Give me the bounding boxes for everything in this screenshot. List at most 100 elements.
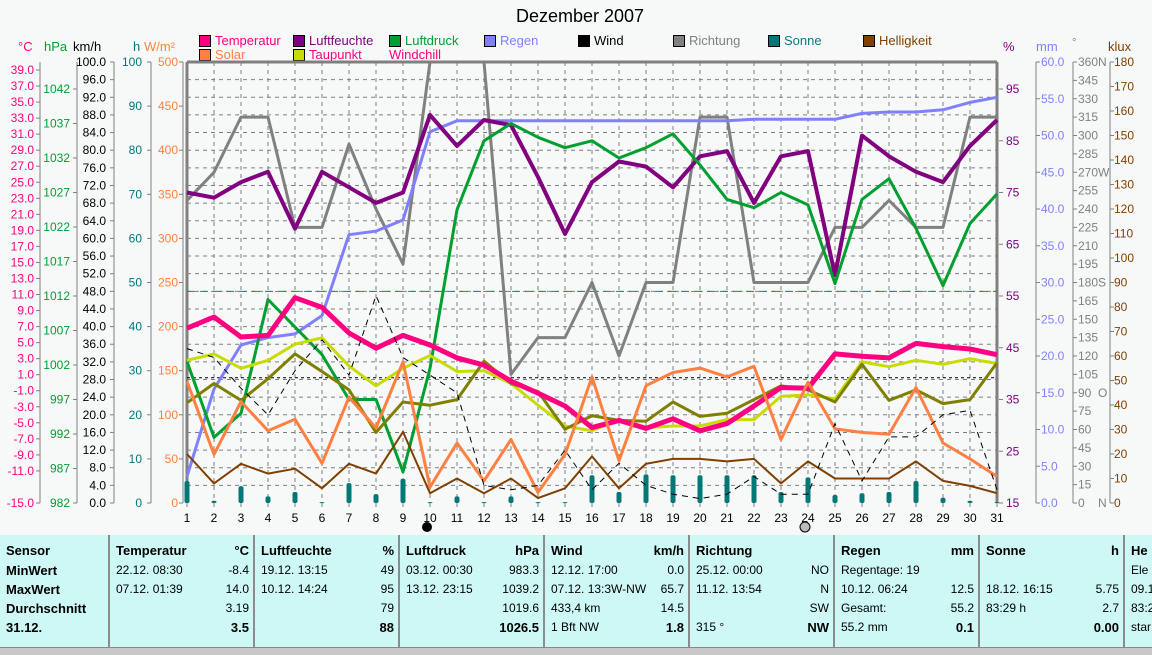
temp-tick-label: -11.0 xyxy=(8,464,35,478)
cell-label: 25.12. 00:00 xyxy=(696,563,763,577)
sun-tick-label: 20 xyxy=(129,408,143,422)
pressure-tick-label: 1012 xyxy=(43,289,70,303)
cell-label: Ele xyxy=(1131,563,1148,577)
sun-bar xyxy=(995,502,1000,503)
temp-unit-label: °C xyxy=(18,39,33,54)
light-tick-label: 150 xyxy=(1114,129,1134,143)
wind-tick-label: 52.0 xyxy=(83,267,107,281)
rain-tick-label: 30.0 xyxy=(1041,276,1065,290)
cell-value: -8.4 xyxy=(228,563,249,577)
table-row: 31.12. xyxy=(6,620,102,638)
cell-label: 09.1 xyxy=(1131,582,1152,596)
cell-label: 433,4 km xyxy=(551,601,600,615)
table-row: 3.5 xyxy=(116,620,249,638)
x-tick-label: 1 xyxy=(184,511,191,525)
wind-tick-label: 20.0 xyxy=(83,408,107,422)
temp-tick-label: 31.0 xyxy=(11,127,35,141)
sun-tick-label: 60 xyxy=(129,231,143,245)
pressure-tick-label: 987 xyxy=(50,462,70,476)
x-tick-label: 2 xyxy=(211,511,218,525)
sun-tick-label: 10 xyxy=(129,452,143,466)
wind-tick-label: 64.0 xyxy=(83,214,107,228)
direction-tick-label: 210 xyxy=(1078,239,1098,253)
solar-tick-label: 300 xyxy=(158,231,178,245)
cell-value: 0.00 xyxy=(1094,620,1119,635)
cell-value: 5.75 xyxy=(1096,582,1119,596)
rain-tick-label: 25.0 xyxy=(1041,312,1065,326)
cell-value: 14.0 xyxy=(226,582,249,596)
table-row: 1019.6 xyxy=(406,601,539,619)
sun-bar xyxy=(266,496,271,503)
x-tick-label: 5 xyxy=(292,511,299,525)
sun-bar xyxy=(401,479,406,503)
table-row: 0.00 xyxy=(986,620,1119,638)
sun-bar xyxy=(347,483,352,503)
cell-label: 31.12. xyxy=(6,620,42,635)
full-moon-icon xyxy=(800,522,810,532)
sun-bar xyxy=(509,496,514,503)
direction-tick-label: 150 xyxy=(1078,312,1098,326)
temp-tick-label: 5.0 xyxy=(17,336,34,350)
light-tick-label: 160 xyxy=(1114,104,1134,118)
pressure-tick-label: 1037 xyxy=(43,117,70,131)
cell-label: MaxWert xyxy=(6,582,60,597)
sun-bar xyxy=(806,477,811,503)
cell-label: 22.12. 08:30 xyxy=(116,563,183,577)
sun-bar xyxy=(320,502,325,503)
cell-value: NO xyxy=(811,563,829,577)
sun-bar xyxy=(941,498,946,503)
pressure-tick-label: 1042 xyxy=(43,82,70,96)
solar-unit-label: W/m² xyxy=(144,39,176,54)
table-row xyxy=(986,563,1119,581)
solar-tick-label: 500 xyxy=(158,55,178,69)
wind-tick-label: 88.0 xyxy=(83,108,107,122)
temp-tick-label: 11.0 xyxy=(12,288,35,302)
cell-label: 83:29 h xyxy=(986,601,1026,615)
table-row: 83:2 xyxy=(1131,601,1152,619)
x-tick-label: 16 xyxy=(585,511,599,525)
direction-tick-label: 195 xyxy=(1078,257,1098,271)
sun-bar xyxy=(428,502,433,503)
rain-unit-label: mm xyxy=(1036,39,1058,54)
sun-bar xyxy=(563,502,568,503)
direction-tick-label: 360 xyxy=(1078,55,1098,69)
x-tick-label: 29 xyxy=(936,511,950,525)
table-row: 18.12. 16:15 5.75 xyxy=(986,582,1119,600)
temp-tick-label: 13.0 xyxy=(11,271,35,285)
cell-label: Gesamt: xyxy=(841,601,886,615)
temp-tick-label: -9.0 xyxy=(13,448,34,462)
x-tick-label: 30 xyxy=(963,511,977,525)
x-tick-label: 28 xyxy=(909,511,923,525)
light-tick-label: 80 xyxy=(1114,300,1128,314)
sun-tick-label: 50 xyxy=(129,276,143,290)
x-tick-label: 11 xyxy=(451,511,464,525)
cell-label: 13.12. 23:15 xyxy=(406,582,473,596)
column-unit: % xyxy=(382,543,394,558)
sun-bar xyxy=(482,502,487,503)
cell-value: 14.5 xyxy=(661,601,684,615)
direction-tick-label: 90 xyxy=(1078,386,1092,400)
temp-tick-label: 3.0 xyxy=(17,352,34,366)
wind-tick-label: 4.0 xyxy=(89,478,106,492)
temp-tick-label: 27.0 xyxy=(11,159,35,173)
column-header: Richtung xyxy=(696,543,752,558)
pressure-unit-label: hPa xyxy=(44,39,68,54)
x-tick-label: 23 xyxy=(774,511,788,525)
sun-bar xyxy=(617,492,622,503)
sun-tick-label: 30 xyxy=(129,364,143,378)
rain-tick-label: 20.0 xyxy=(1041,349,1065,363)
wind-tick-label: 28.0 xyxy=(83,373,107,387)
wind-tick-label: 72.0 xyxy=(83,178,107,192)
wind-tick-label: 96.0 xyxy=(83,73,107,87)
cell-value: 1.8 xyxy=(666,620,684,635)
direction-tick-label: 285 xyxy=(1078,147,1098,161)
table-row: MaxWert xyxy=(6,582,102,600)
cell-value: 2.7 xyxy=(1102,601,1119,615)
solar-tick-label: 250 xyxy=(158,276,178,290)
cell-label: 18.12. 16:15 xyxy=(986,582,1053,596)
temp-tick-label: 1.0 xyxy=(17,368,34,382)
